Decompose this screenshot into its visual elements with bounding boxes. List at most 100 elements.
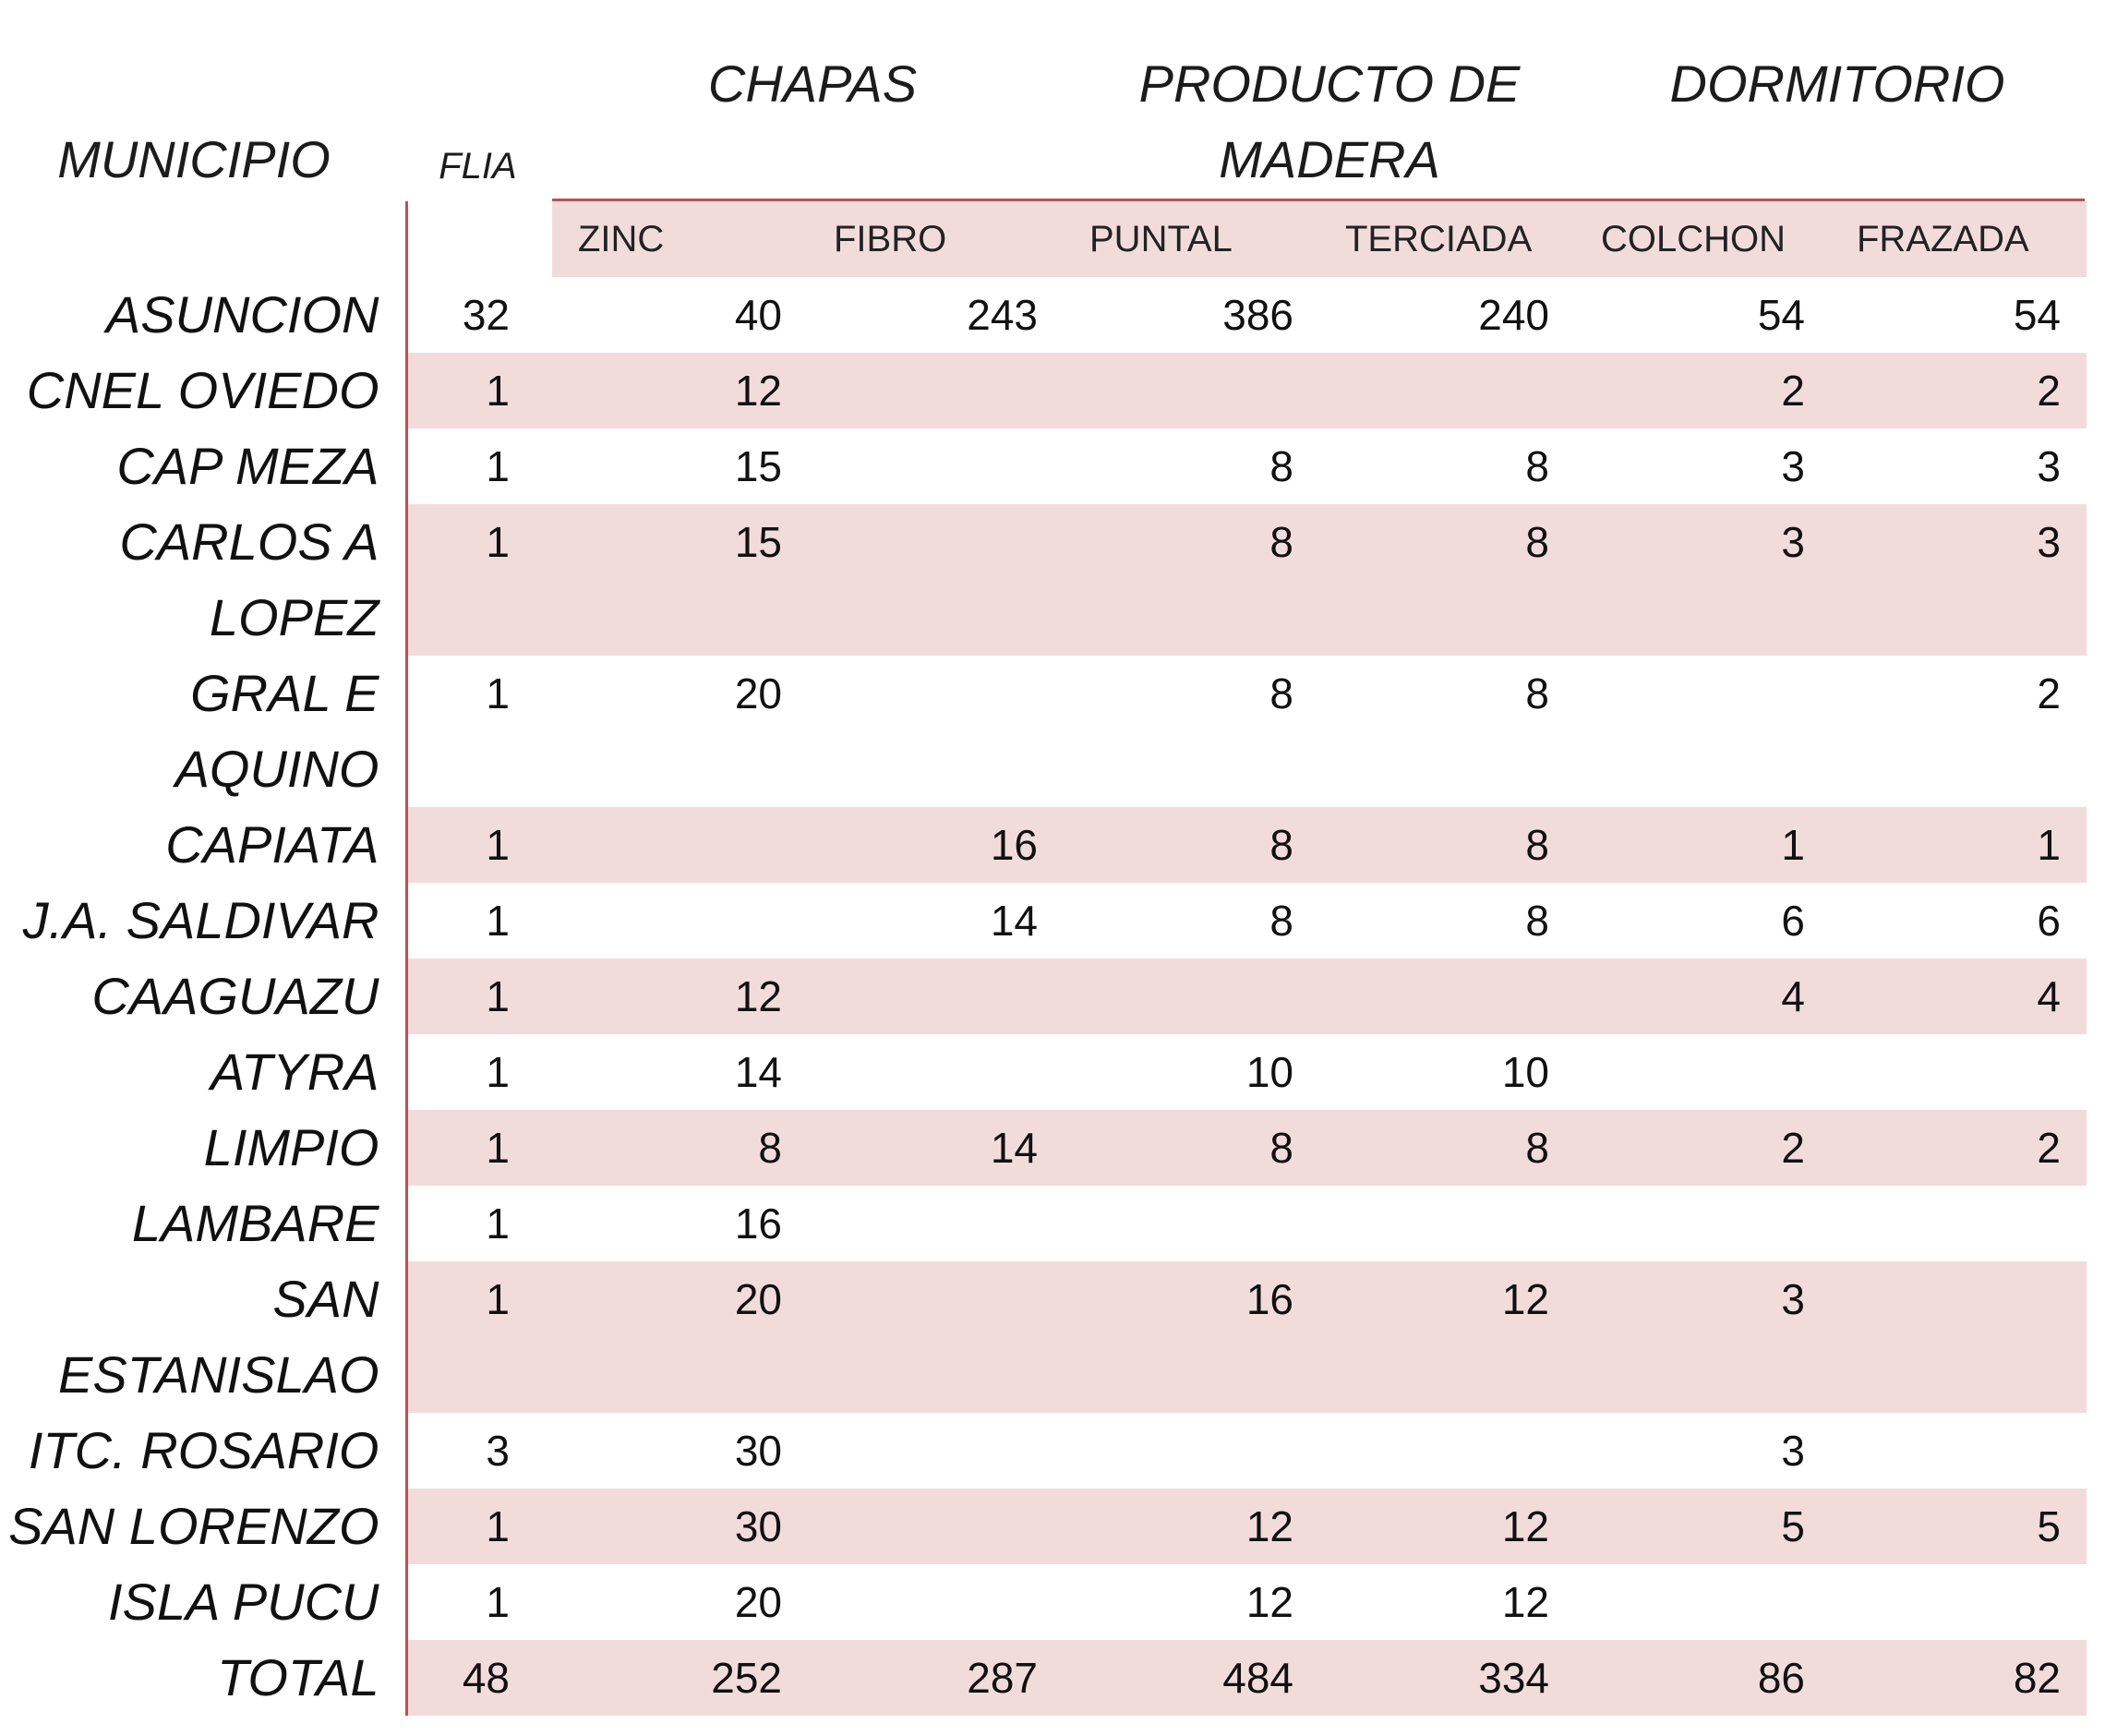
municipio-cell: CAAGUAZU [0, 958, 408, 1034]
frazada-cell [1831, 1186, 2087, 1261]
municipio-label: SAN LORENZO [8, 1497, 379, 1555]
municipio-label: LIMPIO [203, 1118, 379, 1176]
zinc-cell: 12 [552, 958, 808, 1034]
colchon-cell: 2 [1575, 1110, 1831, 1186]
municipio-label: SAN ESTANISLAO [57, 1270, 379, 1404]
flia-cell: 1 [406, 1261, 552, 1413]
municipio-cell: ITC. ROSARIO [0, 1413, 408, 1489]
table-row: ASUNCION 32 40 243 386 240 54 54 [0, 277, 2087, 353]
zinc-cell: 252 [552, 1640, 808, 1716]
terciada-cell [1319, 353, 1575, 428]
terciada-cell [1319, 1186, 1575, 1261]
municipio-label: GRAL E AQUINO [174, 664, 379, 798]
colchon-cell [1575, 656, 1831, 807]
puntal-cell: 8 [1064, 807, 1319, 883]
municipio-cell: TOTAL [0, 1640, 408, 1716]
fibro-cell: 16 [808, 807, 1064, 883]
terciada-cell: 8 [1319, 807, 1575, 883]
zinc-cell: 20 [734, 669, 782, 717]
subheader-fibro: FIBRO [808, 201, 1064, 277]
flia-cell: 1 [406, 1489, 552, 1564]
subheader-row: ZINC FIBRO PUNTAL TERCIADA COLCHON FRAZA… [0, 201, 2087, 277]
table-body: ASUNCION 32 40 243 386 240 54 54 CNEL OVIEDO 1 12 2… [0, 277, 2087, 1716]
header-producto-line2: MADERA [1219, 130, 1440, 188]
frazada-cell: 6 [2037, 897, 2061, 945]
puntal-cell: 8 [1269, 897, 1293, 945]
municipio-label: CAPIATA [165, 815, 379, 874]
municipio-cell: SAN LORENZO [0, 1489, 408, 1564]
colchon-cell [1575, 1186, 1831, 1261]
fibro-cell [808, 1261, 1064, 1413]
frazada-cell [1831, 1413, 2087, 1489]
flia-cell: 1 [406, 958, 552, 1034]
terciada-cell: 10 [1501, 1048, 1549, 1096]
zinc-cell: 20 [734, 1578, 782, 1626]
fibro-cell [808, 1564, 1064, 1640]
zinc-cell: 30 [552, 1489, 808, 1564]
terciada-cell: 8 [1319, 504, 1575, 656]
municipio-cell: SAN ESTANISLAO [0, 1261, 408, 1413]
colchon-cell [1575, 1034, 1831, 1110]
colchon-cell: 2 [1575, 353, 1831, 428]
table-row: LAMBARE 1 16 [0, 1186, 2087, 1261]
frazada-cell: 82 [1831, 1640, 2087, 1716]
subheader-puntal: PUNTAL [1064, 201, 1319, 277]
flia-cell: 1 [486, 669, 510, 717]
terciada-cell [1319, 958, 1575, 1034]
fibro-cell [808, 1489, 1064, 1564]
puntal-cell [1064, 958, 1319, 1034]
frazada-cell: 3 [1831, 504, 2087, 656]
municipio-cell: ASUNCION [0, 277, 408, 353]
municipio-label: CNEL OVIEDO [26, 361, 379, 419]
subheader-blank-flia [406, 201, 552, 277]
table-row: ATYRA 1 14 10 10 [0, 1034, 2087, 1110]
colchon-cell: 54 [1757, 291, 1805, 339]
header-rule [552, 199, 2085, 201]
municipio-label: ITC. ROSARIO [28, 1421, 379, 1479]
header-producto-de-madera: PRODUCTO DE MADERA [1071, 46, 1588, 198]
municipio-cell: ATYRA [0, 1034, 408, 1110]
colchon-cell: 5 [1575, 1489, 1831, 1564]
header-chapas-label: CHAPAS [707, 54, 918, 113]
table-row: CARLOS A LOPEZ 1 15 8 8 3 3 [0, 504, 2087, 656]
puntal-cell: 12 [1245, 1578, 1293, 1626]
zinc-cell: 8 [552, 1110, 808, 1186]
colchon-cell: 4 [1575, 958, 1831, 1034]
terciada-cell: 12 [1319, 1261, 1575, 1413]
table-row: ISLA PUCU 1 20 12 12 [0, 1564, 2087, 1640]
table-row: CAAGUAZU 1 12 4 4 [0, 958, 2087, 1034]
flia-cell: 1 [406, 807, 552, 883]
terciada-cell: 334 [1319, 1640, 1575, 1716]
municipio-label: CARLOS A LOPEZ [119, 512, 379, 646]
puntal-cell: 8 [1064, 504, 1319, 656]
table-row: CAPIATA 1 16 8 8 1 1 [0, 807, 2087, 883]
zinc-cell: 15 [734, 442, 782, 490]
flia-cell: 48 [406, 1640, 552, 1716]
header-producto-line1: PRODUCTO DE [1138, 54, 1521, 113]
table-row: J.A. SALDIVAR 1 14 8 8 6 6 [0, 883, 2087, 958]
subheader-zinc: ZINC [552, 201, 808, 277]
zinc-cell [552, 883, 808, 958]
fibro-cell: 287 [808, 1640, 1064, 1716]
puntal-cell: 386 [1222, 291, 1293, 339]
frazada-cell [1831, 1564, 2087, 1640]
municipio-label: ISLA PUCU [107, 1573, 379, 1631]
flia-cell: 3 [486, 1427, 510, 1475]
puntal-cell [1064, 1186, 1319, 1261]
terciada-cell: 12 [1501, 1578, 1549, 1626]
colchon-cell: 86 [1575, 1640, 1831, 1716]
municipio-label: TOTAL [217, 1648, 379, 1706]
municipio-label: ATYRA [210, 1043, 379, 1101]
flia-cell: 1 [486, 1578, 510, 1626]
subheader-colchon: COLCHON [1575, 201, 1831, 277]
colchon-cell: 6 [1781, 897, 1805, 945]
frazada-cell: 2 [1831, 353, 2087, 428]
data-table: ZINC FIBRO PUNTAL TERCIADA COLCHON FRAZA… [0, 201, 2087, 1716]
zinc-cell: 40 [734, 291, 782, 339]
fibro-cell [808, 428, 1064, 504]
fibro-cell [808, 504, 1064, 656]
header-dormitorio-label: DORMITORIO [1669, 54, 2005, 113]
flia-cell: 1 [486, 1048, 510, 1096]
zinc-cell: 12 [552, 353, 808, 428]
